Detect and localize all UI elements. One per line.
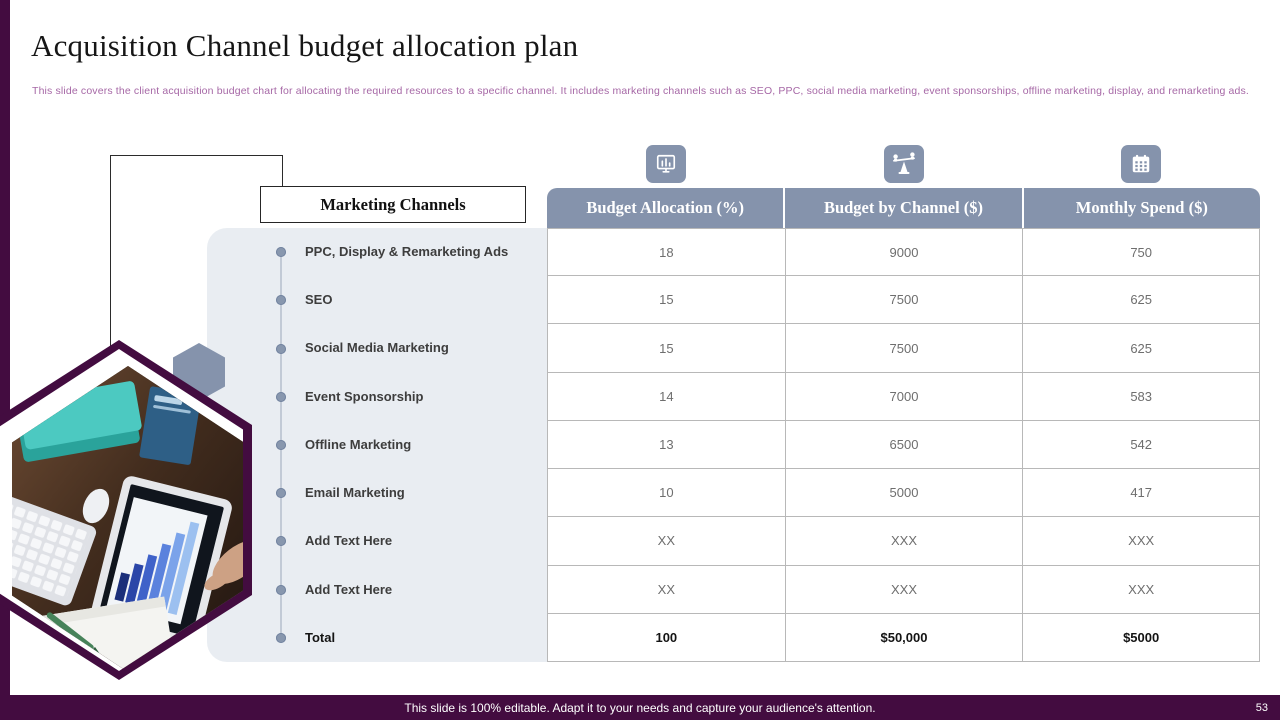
bar-chart-icon <box>646 145 686 183</box>
marketing-channels-header: Marketing Channels <box>260 186 526 223</box>
column-header-budget-by-channel: Budget by Channel ($) <box>783 188 1021 228</box>
table-row-label-total: Total <box>207 614 547 662</box>
cell-value: XXX <box>784 565 1023 614</box>
cell-value: 6500 <box>784 420 1023 470</box>
table-header-row: Budget Allocation (%) Budget by Channel … <box>547 188 1260 228</box>
slide-subtitle: This slide covers the client acquisition… <box>32 85 1249 97</box>
cell-value: XXX <box>1022 517 1260 566</box>
cell-value: 10 <box>547 469 785 518</box>
footer-bar: This slide is 100% editable. Adapt it to… <box>0 695 1280 720</box>
table-row-label: Add Text Here <box>207 517 547 565</box>
cell-value-total: $50,000 <box>784 613 1023 662</box>
balance-scale-icon <box>884 145 924 183</box>
cell-value: XXX <box>784 517 1023 566</box>
row-bullet-icon <box>276 488 286 499</box>
row-bullet-icon <box>276 295 286 306</box>
table-row-label: Offline Marketing <box>207 421 547 469</box>
cell-value: 750 <box>1022 228 1260 277</box>
cell-value: 625 <box>1022 276 1260 325</box>
decor-frame-line-right <box>282 155 283 189</box>
cell-value: 5000 <box>784 469 1023 518</box>
budget-table: PPC, Display & Remarketing Ads 18 9000 7… <box>207 228 1260 662</box>
accent-left-bar <box>0 0 10 720</box>
cell-value-total: $5000 <box>1022 613 1260 662</box>
cell-value: 18 <box>547 228 785 277</box>
cell-value: XX <box>547 517 785 566</box>
table-row-label: PPC, Display & Remarketing Ads <box>207 228 547 276</box>
row-bullet-icon <box>276 343 286 354</box>
row-bullet-icon <box>276 391 286 402</box>
page-title: Acquisition Channel budget allocation pl… <box>31 28 579 63</box>
desk-photo-border <box>0 349 243 671</box>
column-header-monthly-spend: Monthly Spend ($) <box>1021 188 1260 228</box>
page-number: 53 <box>1255 701 1268 714</box>
table-row-label: Email Marketing <box>207 469 547 517</box>
table-row-label: SEO <box>207 276 547 324</box>
marketing-channels-label: Marketing Channels <box>320 194 466 214</box>
cell-value: XX <box>547 565 785 614</box>
row-bullet-icon <box>276 439 286 450</box>
cell-value: 7500 <box>784 324 1023 373</box>
label-column-panel <box>207 228 547 662</box>
column-header-budget-allocation: Budget Allocation (%) <box>586 198 744 217</box>
row-bullet-icon <box>276 632 286 643</box>
cell-value: 7500 <box>784 276 1023 325</box>
row-bullet-icon <box>276 584 286 595</box>
table-row-label: Event Sponsorship <box>207 373 547 421</box>
cell-value: 15 <box>547 276 785 325</box>
table-row-label: Social Media Marketing <box>207 324 547 372</box>
table-row-label: Add Text Here <box>207 566 547 614</box>
cell-value: 15 <box>547 324 785 373</box>
row-bullet-icon <box>276 536 286 547</box>
decor-frame-line-top <box>110 155 283 156</box>
cell-value: 417 <box>1022 469 1260 518</box>
cell-value: 542 <box>1022 420 1260 470</box>
cell-value: XXX <box>1022 565 1260 614</box>
cell-value-total: 100 <box>547 613 785 662</box>
cell-value: 625 <box>1022 324 1260 373</box>
calendar-icon <box>1121 145 1161 183</box>
row-bullet-icon <box>276 247 286 258</box>
cell-value: 13 <box>547 420 785 470</box>
footer-note: This slide is 100% editable. Adapt it to… <box>404 700 876 715</box>
cell-value: 7000 <box>784 372 1023 421</box>
cell-value: 583 <box>1022 372 1260 421</box>
decor-frame-line-left <box>110 155 111 367</box>
cell-value: 14 <box>547 372 785 421</box>
cell-value: 9000 <box>784 228 1023 277</box>
